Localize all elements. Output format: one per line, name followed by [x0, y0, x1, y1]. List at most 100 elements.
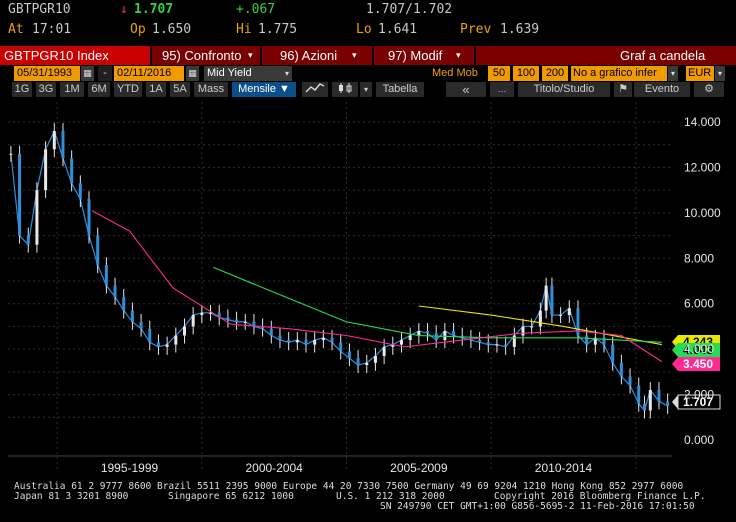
footer-contacts-japan: Japan 81 3 3201 8900	[14, 491, 129, 502]
candle-body	[434, 333, 438, 341]
lower-chart-selector[interactable]: No a grafico infer	[571, 66, 667, 81]
table-button[interactable]: Tabella	[376, 82, 424, 97]
period-ytd[interactable]: YTD	[114, 82, 142, 97]
price-tag-value: 4.043	[683, 343, 713, 357]
collapse-icon[interactable]: «	[446, 82, 486, 97]
high-label: Hi	[236, 22, 252, 37]
candle-body	[399, 340, 403, 345]
ticker-symbol: GBTPGR10	[8, 2, 71, 17]
dropdown-icon[interactable]: ▾	[715, 66, 725, 81]
frequency-selector[interactable]: Mensile ▼	[232, 82, 296, 97]
y-tick-label: 6.000	[684, 297, 714, 311]
separator	[150, 46, 152, 65]
flag-icon[interactable]: ⚑	[614, 82, 632, 97]
x-axis-label: 2000-2004	[245, 461, 303, 475]
menu-azioni[interactable]: 96) Azioni	[280, 48, 338, 63]
separator	[260, 46, 262, 65]
dropdown-icon[interactable]: ▾	[456, 50, 461, 60]
footer-contacts-us: U.S. 1 212 318 2000	[336, 491, 445, 502]
field-selector[interactable]: Mid Yield	[204, 66, 282, 81]
period-max[interactable]: Mass	[194, 82, 228, 97]
period-1g[interactable]: 1G	[12, 82, 32, 97]
candle-body	[538, 310, 542, 327]
candle-body	[148, 328, 152, 343]
y-tick-label: 0.000	[684, 433, 714, 447]
candle-body	[356, 358, 360, 366]
candle-body	[452, 330, 456, 336]
candle-body	[9, 153, 13, 155]
line-chart-icon[interactable]	[302, 82, 328, 97]
at-label: At	[8, 22, 24, 37]
moving-average-50	[418, 305, 662, 346]
candle-body	[243, 321, 247, 323]
x-axis-label: 2005-2009	[390, 461, 448, 475]
x-axis-label: 1995-1999	[101, 461, 159, 475]
dropdown-icon[interactable]: ▾	[360, 82, 372, 97]
currency-selector[interactable]: EUR	[686, 66, 714, 81]
function-bar	[0, 46, 736, 65]
candle-body	[443, 330, 447, 341]
chart-grid	[8, 102, 672, 470]
candle-body	[619, 362, 623, 377]
period-6m[interactable]: 6M	[88, 82, 110, 97]
candle-body	[408, 335, 412, 341]
price-tag-pointer	[672, 395, 678, 409]
prev-label: Prev	[460, 22, 492, 37]
start-date-input[interactable]: 05/31/1993	[14, 66, 80, 81]
price-tag-value: 3.450	[683, 357, 713, 371]
candlestick-icon[interactable]	[332, 82, 358, 97]
price-tag-pointer	[672, 343, 678, 357]
open-value: 1.650	[152, 22, 192, 37]
title-study-button[interactable]: Titolo/Studio	[518, 82, 610, 97]
ma-200-input[interactable]: 200	[542, 66, 568, 81]
x-axis: 1995-1999 2000-2004 2005-2009 2010-2014	[101, 461, 593, 475]
ma-100-input[interactable]: 100	[513, 66, 539, 81]
candle-body	[365, 362, 369, 366]
gear-icon[interactable]: ⚙	[694, 82, 724, 97]
last-price: 1.707	[134, 2, 174, 17]
calendar-icon[interactable]: ▦	[81, 66, 94, 81]
candle-body	[373, 355, 377, 363]
candle-body	[304, 340, 308, 345]
period-1m[interactable]: 1M	[60, 82, 84, 97]
high-value: 1.775	[258, 22, 298, 37]
quote-time: 17:01	[32, 22, 72, 37]
event-button[interactable]: Evento	[634, 82, 690, 97]
candle-body	[61, 131, 65, 159]
dropdown-icon[interactable]: ▾	[248, 50, 253, 60]
security-field[interactable]: GBTPGR10 Index	[0, 46, 150, 65]
y-axis: 14.000 12.000 10.000 8.000 6.000 4.000 2.000 0.…	[684, 115, 721, 447]
candle-body	[139, 321, 143, 329]
period-3g[interactable]: 3G	[36, 82, 56, 97]
bid-ask: 1.707/1.702	[366, 2, 453, 17]
prev-value: 1.639	[500, 22, 540, 37]
candle-body	[611, 344, 615, 363]
low-value: 1.641	[378, 22, 418, 37]
ma-50-input[interactable]: 50	[488, 66, 510, 81]
candle-body	[657, 390, 661, 402]
footer-copyright: Copyright 2016 Bloomberg Finance L.P.	[494, 491, 706, 502]
candle-body	[530, 326, 534, 328]
candle-body	[191, 315, 195, 327]
menu-modif[interactable]: 97) Modif	[388, 48, 443, 63]
candle-body	[593, 337, 597, 345]
candle-body	[521, 326, 525, 336]
candle-body	[209, 312, 213, 314]
candle-body	[512, 335, 516, 347]
candle-body	[52, 131, 56, 150]
dropdown-icon[interactable]: ▾	[282, 66, 292, 81]
candle-body	[174, 335, 178, 345]
footer-contacts-line1: Australia 61 2 9777 8600 Brazil 5511 239…	[14, 481, 684, 492]
dropdown-icon[interactable]: ▾	[668, 66, 678, 81]
dropdown-icon[interactable]: ▾	[352, 50, 357, 60]
more-icon[interactable]: …	[490, 82, 514, 97]
candle-body	[486, 342, 490, 345]
period-1a[interactable]: 1A	[146, 82, 166, 97]
menu-confronto[interactable]: 95) Confronto	[162, 48, 242, 63]
end-date-input[interactable]: 02/11/2016	[114, 66, 184, 81]
period-5a[interactable]: 5A	[170, 82, 190, 97]
calendar-icon[interactable]: ▦	[186, 66, 199, 81]
candle-body	[391, 344, 395, 347]
candle-body	[156, 342, 160, 347]
